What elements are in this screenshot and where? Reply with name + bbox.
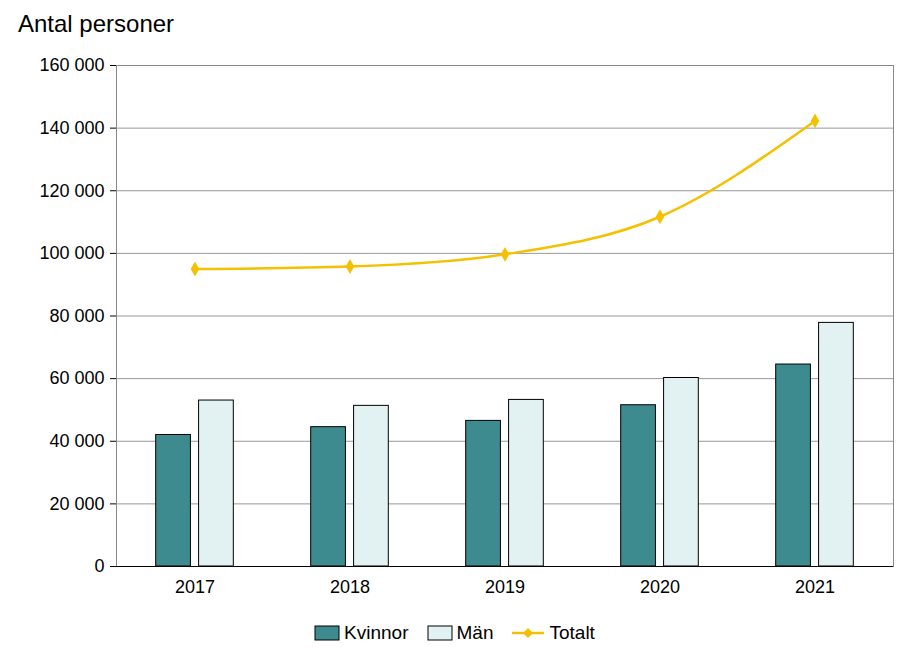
svg-text:80 000: 80 000 [49,306,104,326]
svg-text:140 000: 140 000 [39,118,104,138]
svg-text:20 000: 20 000 [49,494,104,514]
svg-text:40 000: 40 000 [49,431,104,451]
svg-text:60 000: 60 000 [49,368,104,388]
svg-text:2018: 2018 [330,577,370,597]
svg-text:2021: 2021 [795,577,835,597]
html-text:Män: Män [456,622,494,643]
svg-text:2017: 2017 [175,577,215,597]
svg-text:2019: 2019 [485,577,525,597]
svg-text:0: 0 [94,556,104,576]
html-text:Kvinnor: Kvinnor [344,622,409,643]
svg-text:2020: 2020 [640,577,680,597]
svg-text:120 000: 120 000 [39,181,104,201]
svg-text:100 000: 100 000 [39,243,104,263]
html-text:Totalt: Totalt [549,622,595,643]
html-text:Antal personer: Antal personer [18,10,175,37]
svg-text:160 000: 160 000 [39,55,104,75]
